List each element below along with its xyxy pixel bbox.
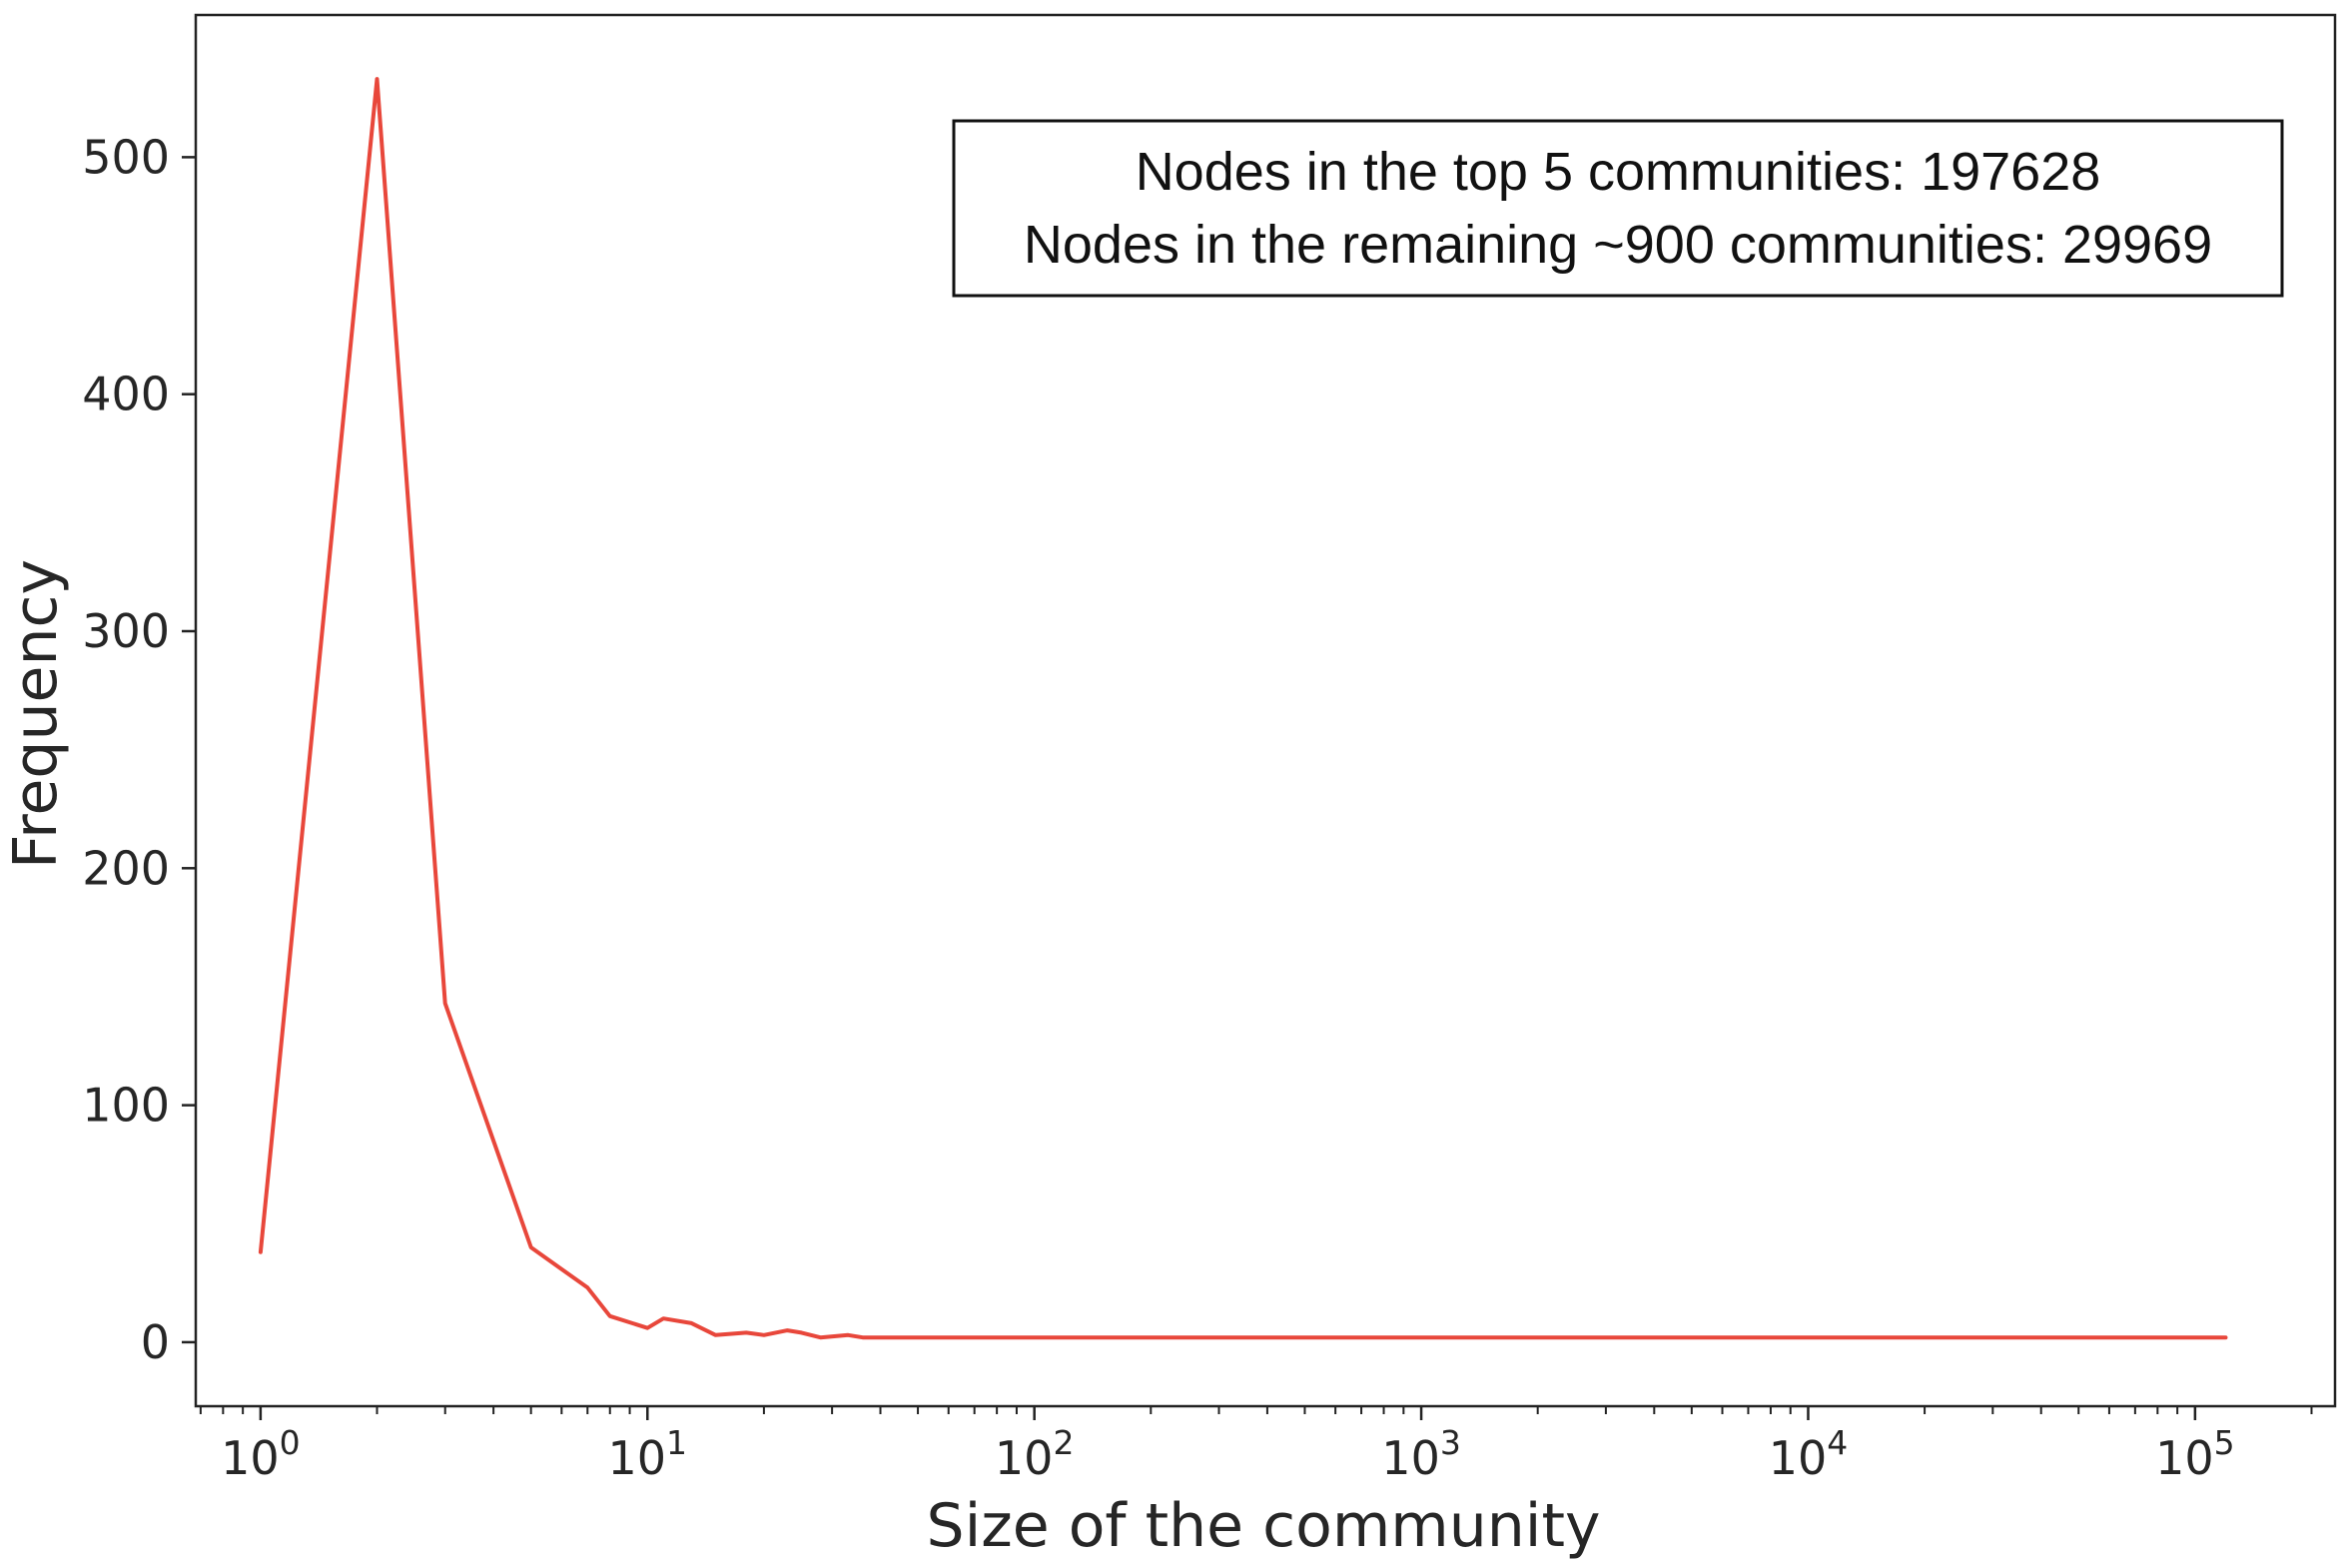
x-tick-base: 10 xyxy=(2155,1431,2214,1485)
x-tick-label: 103 xyxy=(1381,1423,1461,1485)
x-tick-exponent: 1 xyxy=(666,1423,687,1462)
annotation-line-remaining: Nodes in the remaining ~900 communities:… xyxy=(1024,215,2212,275)
annotation-frame xyxy=(952,119,2284,298)
plot-area-border xyxy=(194,13,2337,1408)
x-tick-base: 10 xyxy=(221,1431,280,1485)
series-line xyxy=(258,77,2228,1340)
plot-frame xyxy=(194,13,2337,1408)
x-tick-label: 101 xyxy=(608,1423,688,1485)
y-axis: 0 100 200 300 400 500 xyxy=(82,130,196,1369)
x-tick-label: 105 xyxy=(2155,1423,2235,1485)
x-tick-exponent: 2 xyxy=(1053,1423,1074,1462)
y-tick-label: 0 xyxy=(141,1315,170,1369)
x-axis: 100 101 102 103 104 105 xyxy=(199,1406,2313,1485)
y-tick-label: 500 xyxy=(82,130,170,184)
x-tick-base: 10 xyxy=(608,1431,667,1485)
y-tick-label: 300 xyxy=(82,604,170,658)
x-tick-label: 100 xyxy=(221,1423,301,1485)
x-tick-exponent: 3 xyxy=(1440,1423,1461,1462)
y-axis-title: Frequency xyxy=(1,559,71,869)
x-tick-base: 10 xyxy=(995,1431,1054,1485)
x-tick-base: 10 xyxy=(1381,1431,1440,1485)
x-tick-base: 10 xyxy=(1769,1431,1828,1485)
x-tick-exponent: 0 xyxy=(280,1423,301,1462)
x-axis-title: Size of the community xyxy=(926,1491,1600,1561)
y-tick-label: 400 xyxy=(82,368,170,421)
series-group xyxy=(258,77,2228,1340)
annotation-box: Nodes in the top 5 communities: 197628 N… xyxy=(952,119,2284,298)
x-tick-label: 102 xyxy=(995,1423,1075,1485)
x-tick-label: 104 xyxy=(1769,1423,1849,1485)
y-tick-label: 100 xyxy=(82,1079,170,1133)
x-tick-exponent: 4 xyxy=(1827,1423,1848,1462)
y-tick-label: 200 xyxy=(82,841,170,895)
annotation-line-top5: Nodes in the top 5 communities: 197628 xyxy=(1136,142,2101,202)
x-tick-exponent: 5 xyxy=(2214,1423,2235,1462)
